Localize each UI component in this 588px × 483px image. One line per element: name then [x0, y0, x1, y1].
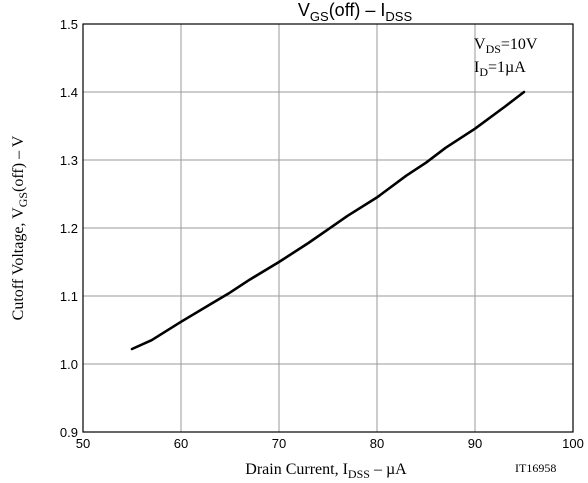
- title-rest: (off) – I: [329, 0, 386, 20]
- title-sub: GS: [310, 9, 329, 24]
- x-tick-label: 70: [272, 436, 286, 451]
- plot-frame: [82, 23, 574, 433]
- x-axis-label: Drain Current, IDSS – µA: [245, 461, 407, 481]
- x-tick-label: 50: [76, 436, 90, 451]
- figure-id: IT16958: [515, 461, 556, 475]
- annotation-id: ID=1µA: [474, 59, 526, 79]
- x-tick-label: 90: [468, 436, 482, 451]
- x-tick-label: 60: [174, 436, 188, 451]
- chart-title: VGS(off) – IDSS: [298, 0, 413, 24]
- annotation-vds: VDS=10V: [474, 36, 538, 56]
- y-tick-label: 1.5: [60, 17, 78, 32]
- x-tick-label: 100: [562, 436, 584, 451]
- y-tick-label: 1.0: [60, 357, 78, 372]
- y-tick-label: 1.4: [60, 85, 78, 100]
- title-sub2: DSS: [385, 9, 412, 24]
- title-main: V: [298, 0, 310, 20]
- y-tick-label: 1.1: [60, 289, 78, 304]
- y-tick-label: 1.3: [60, 153, 78, 168]
- series-group: [130, 90, 526, 351]
- y-tick-label: 0.9: [60, 425, 78, 440]
- series-line: [130, 90, 526, 351]
- x-tick-labels: 50 60 70 80 90 100: [76, 436, 584, 451]
- y-tick-label: 1.2: [60, 221, 78, 236]
- y-tick-labels: 0.9 1.0 1.1 1.2 1.3 1.4 1.5: [60, 17, 78, 440]
- x-tick-label: 80: [370, 436, 384, 451]
- y-axis-label: Cutoff Voltage, VGS(off) – V: [10, 135, 30, 320]
